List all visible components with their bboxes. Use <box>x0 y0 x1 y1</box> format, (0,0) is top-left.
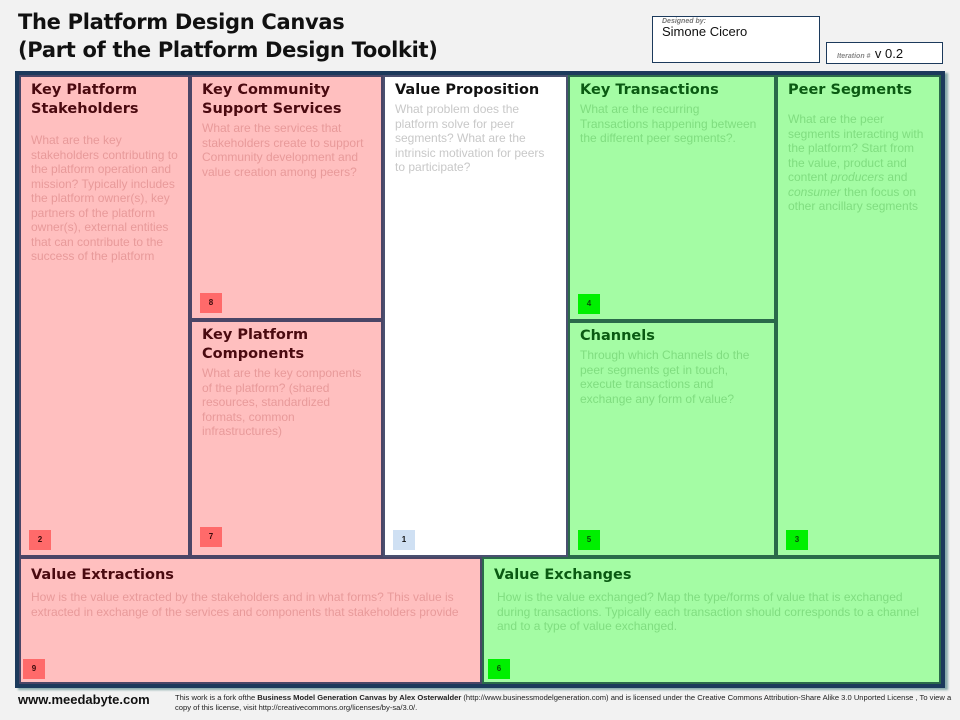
canvas: Key Platform Stakeholders What are the k… <box>15 71 945 688</box>
block-number-badge: 8 <box>200 293 222 313</box>
block-prompt: How is the value extracted by the stakeh… <box>31 590 459 619</box>
block-title: Key Platform Stakeholders <box>31 82 139 117</box>
block-prompt: What are the services that stakeholders … <box>202 121 364 179</box>
block-prompt: Through which Channels do the peer segme… <box>580 348 750 406</box>
block-number-badge: 2 <box>29 530 51 550</box>
designed-by-box[interactable]: Designed by: Simone Cicero <box>652 16 820 63</box>
designed-by-value: Simone Cicero <box>662 24 748 39</box>
block-peer-segments[interactable]: Peer Segments What are the peer segments… <box>776 75 941 557</box>
block-value-extractions[interactable]: Value Extractions How is the value extra… <box>19 557 482 684</box>
block-number-badge: 5 <box>578 530 600 550</box>
title-line-1: The Platform Design Canvas <box>18 10 345 34</box>
block-prompt: What are the recurring Transactions happ… <box>580 102 757 145</box>
block-channels[interactable]: Channels Through which Channels do the p… <box>568 321 776 557</box>
block-number-badge: 6 <box>488 659 510 679</box>
block-prompt: What problem does the platform solve for… <box>395 102 545 174</box>
block-title: Value Exchanges <box>494 567 632 583</box>
footer-license-text: This work is a fork ofthe Business Model… <box>175 693 952 712</box>
block-prompt: What are the peer segments interacting w… <box>788 112 924 213</box>
block-title: Key Transactions <box>580 82 719 98</box>
designed-by-label: Designed by: <box>662 18 706 25</box>
block-number-badge: 7 <box>200 527 222 547</box>
block-number-badge: 4 <box>578 294 600 314</box>
page-title: The Platform Design Canvas (Part of the … <box>18 8 438 64</box>
block-prompt: What are the key components of the platf… <box>202 366 362 438</box>
block-prompt: How is the value exchanged? Map the type… <box>497 590 920 633</box>
block-title: Channels <box>580 328 655 344</box>
block-title: Value Proposition <box>395 82 540 98</box>
block-key-platform-components[interactable]: Key Platform Components What are the key… <box>190 320 383 557</box>
block-prompt: What are the key stakeholders contributi… <box>31 133 178 263</box>
block-key-community-support-services[interactable]: Key Community Support Services What are … <box>190 75 383 320</box>
block-number-badge: 3 <box>786 530 808 550</box>
block-key-platform-stakeholders[interactable]: Key Platform Stakeholders What are the k… <box>19 75 190 557</box>
block-key-transactions[interactable]: Key Transactions What are the recurring … <box>568 75 776 321</box>
block-title: Key Community Support Services <box>202 82 342 117</box>
block-value-exchanges[interactable]: Value Exchanges How is the value exchang… <box>482 557 941 684</box>
block-number-badge: 1 <box>393 530 415 550</box>
block-title: Peer Segments <box>788 82 912 98</box>
footer-url-link[interactable]: www.meedabyte.com <box>18 692 150 707</box>
block-title: Value Extractions <box>31 567 174 583</box>
block-title: Key Platform Components <box>202 327 309 362</box>
title-line-2: (Part of the Platform Design Toolkit) <box>18 38 438 62</box>
block-number-badge: 9 <box>23 659 45 679</box>
block-value-proposition[interactable]: Value Proposition What problem does the … <box>383 75 568 557</box>
iteration-label: Iteration # <box>837 53 871 60</box>
iteration-box[interactable]: Iteration # v 0.2 <box>826 42 943 64</box>
iteration-value: v 0.2 <box>874 46 904 61</box>
